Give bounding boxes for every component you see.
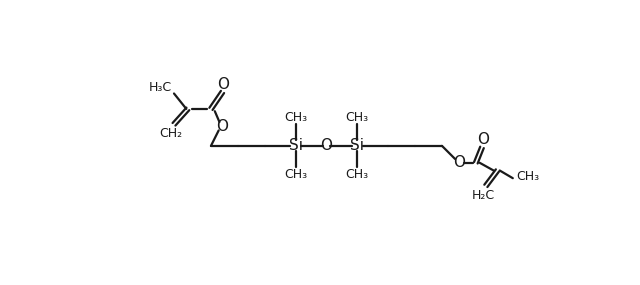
Text: CH₃: CH₃ bbox=[346, 168, 369, 181]
Text: CH₂: CH₂ bbox=[159, 127, 182, 140]
Text: O: O bbox=[216, 119, 228, 134]
Text: CH₃: CH₃ bbox=[516, 170, 540, 183]
Text: O: O bbox=[477, 132, 490, 147]
Text: CH₃: CH₃ bbox=[284, 111, 307, 124]
Text: Si: Si bbox=[350, 138, 364, 153]
Text: Si: Si bbox=[289, 138, 303, 153]
Text: O: O bbox=[453, 155, 465, 170]
Text: CH₃: CH₃ bbox=[346, 111, 369, 124]
Text: O: O bbox=[218, 77, 229, 92]
Text: H₂C: H₂C bbox=[472, 189, 495, 201]
Text: O: O bbox=[321, 138, 332, 153]
Text: H₃C: H₃C bbox=[148, 81, 172, 94]
Text: CH₃: CH₃ bbox=[284, 168, 307, 181]
